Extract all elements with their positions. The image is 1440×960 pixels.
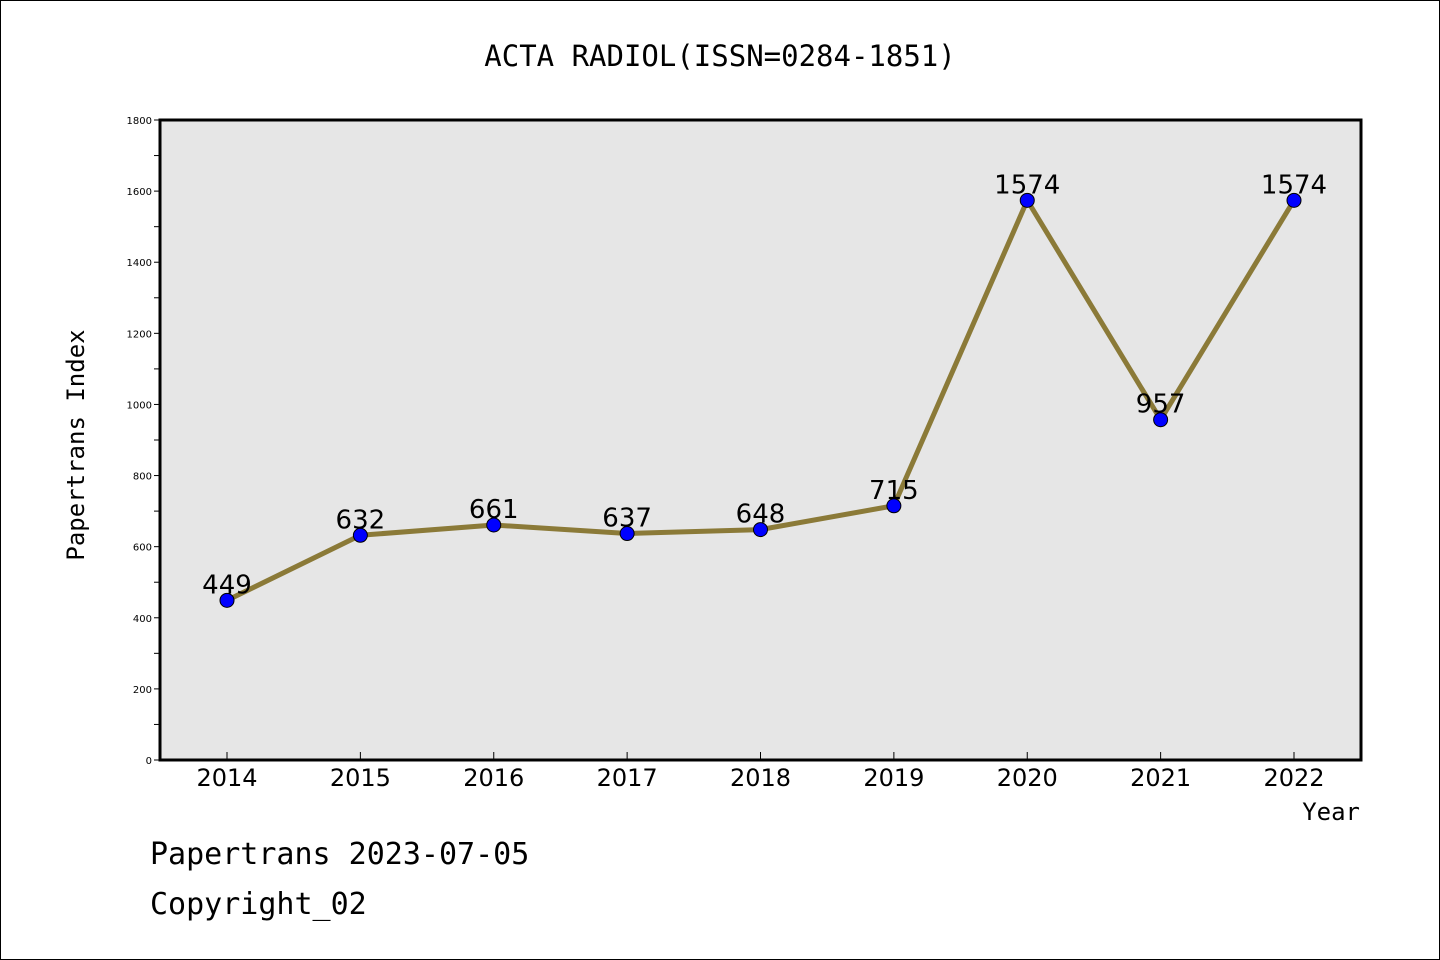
x-tick-label: 2022 [1263, 764, 1324, 792]
data-point [619, 526, 635, 542]
y-tick-label: 600 [133, 543, 152, 554]
y-tick-label: 0 [146, 756, 152, 767]
data-point [1286, 192, 1302, 208]
data-point [219, 592, 235, 608]
x-tick-label: 2020 [997, 764, 1058, 792]
data-points [219, 192, 1302, 608]
x-axis-label: Year [1302, 798, 1360, 826]
x-tick-label: 2017 [597, 764, 658, 792]
data-label: 637 [602, 504, 652, 534]
x-tick-label: 2015 [330, 764, 391, 792]
data-point [1019, 192, 1035, 208]
y-tick-label: 1600 [127, 187, 152, 198]
y-tick-label: 1000 [127, 400, 152, 411]
data-point [486, 517, 502, 533]
data-label: 1574 [1261, 170, 1327, 200]
x-tick-label: 2019 [863, 764, 924, 792]
y-axis-ticks: 0 200 400 600 800 1000 1200 1400 1600 1800 [127, 116, 160, 767]
data-label: 661 [469, 495, 519, 525]
chart-title: ACTA RADIOL(ISSN=0284-1851) [484, 39, 955, 73]
y-tick-label: 1400 [127, 258, 152, 269]
data-point [886, 498, 902, 514]
x-tick-label: 2016 [463, 764, 524, 792]
data-label: 449 [202, 570, 252, 600]
y-axis-label: Papertrans Index [62, 329, 90, 560]
y-tick-label: 200 [133, 685, 152, 696]
y-tick-label: 1800 [127, 116, 152, 127]
x-tick-label: 2021 [1130, 764, 1191, 792]
plot-area [158, 118, 1363, 762]
x-tick-label: 2018 [730, 764, 791, 792]
data-point [1153, 412, 1169, 428]
footer-date: Papertrans 2023-07-05 [150, 837, 529, 872]
data-label: 957 [1136, 390, 1186, 420]
data-label: 648 [736, 500, 786, 530]
data-point [753, 522, 768, 538]
data-label: 632 [336, 505, 386, 535]
footer-copyright: Copyright_02 [150, 887, 367, 922]
data-label: 715 [869, 476, 919, 506]
y-tick-label: 400 [133, 614, 152, 625]
y-tick-label: 800 [133, 472, 152, 483]
data-labels: 449 632 661 637 648 715 1574 957 1574 [202, 170, 1327, 600]
x-axis-ticks: 2014 2015 2016 2017 2018 2019 2020 2021 2022 [196, 752, 1325, 792]
data-label: 1574 [994, 170, 1060, 200]
x-tick-label: 2014 [196, 764, 257, 792]
y-tick-label: 1200 [127, 329, 152, 340]
data-point [352, 527, 368, 543]
